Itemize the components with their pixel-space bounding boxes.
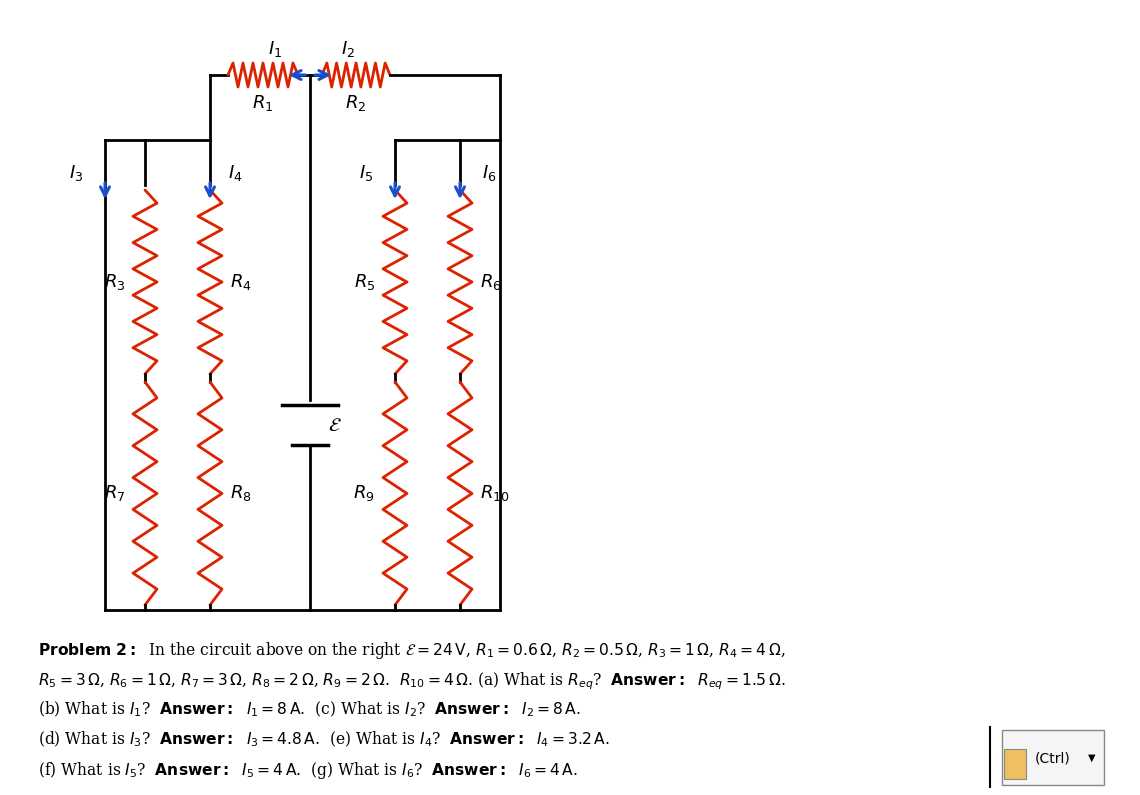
Text: $R_2$: $R_2$ bbox=[345, 93, 367, 113]
Text: $R_4$: $R_4$ bbox=[230, 272, 252, 292]
Bar bbox=[1004, 749, 1026, 779]
Bar bbox=[1002, 730, 1104, 785]
Text: $I_6$: $I_6$ bbox=[482, 163, 497, 183]
Text: $I_5$: $I_5$ bbox=[359, 163, 373, 183]
Text: $R_{10}$: $R_{10}$ bbox=[480, 483, 510, 503]
Text: $R_3$: $R_3$ bbox=[104, 272, 125, 292]
Text: (f) What is $I_5$?  $\mathbf{Answer:}$  $I_5 = 4\,\mathrm{A}$.  (g) What is $I_6: (f) What is $I_5$? $\mathbf{Answer:}$ $I… bbox=[38, 760, 578, 781]
Text: $I_3$: $I_3$ bbox=[68, 163, 83, 183]
Text: $R_6$: $R_6$ bbox=[480, 272, 502, 292]
Text: $R_1$: $R_1$ bbox=[252, 93, 274, 113]
Text: $R_5 = 3\,\Omega$, $R_6 = 1\,\Omega$, $R_7 = 3\,\Omega$, $R_8 = 2\,\Omega$, $R_9: $R_5 = 3\,\Omega$, $R_6 = 1\,\Omega$, $R… bbox=[38, 670, 785, 692]
Text: (b) What is $I_1$?  $\mathbf{Answer:}$  $I_1 = 8\,\mathrm{A}$.  (c) What is $I_2: (b) What is $I_1$? $\mathbf{Answer:}$ $I… bbox=[38, 700, 581, 719]
Text: $\mathbf{Problem\ 2:}$  In the circuit above on the right $\mathcal{E} = 24\,\ma: $\mathbf{Problem\ 2:}$ In the circuit ab… bbox=[38, 640, 785, 661]
Text: $\mathcal{E}$: $\mathcal{E}$ bbox=[328, 416, 342, 435]
Text: (Ctrl): (Ctrl) bbox=[1035, 751, 1070, 765]
Text: $I_4$: $I_4$ bbox=[228, 163, 243, 183]
Text: ▼: ▼ bbox=[1089, 753, 1096, 763]
Text: $R_8$: $R_8$ bbox=[230, 483, 252, 503]
Text: $I_2$: $I_2$ bbox=[341, 39, 355, 59]
Text: $R_9$: $R_9$ bbox=[353, 483, 375, 503]
Text: $R_5$: $R_5$ bbox=[353, 272, 375, 292]
Text: $R_7$: $R_7$ bbox=[104, 483, 125, 503]
Text: (d) What is $I_3$?  $\mathbf{Answer:}$  $I_3 = 4.8\,\mathrm{A}$.  (e) What is $I: (d) What is $I_3$? $\mathbf{Answer:}$ $I… bbox=[38, 730, 610, 750]
Text: $I_1$: $I_1$ bbox=[268, 39, 282, 59]
